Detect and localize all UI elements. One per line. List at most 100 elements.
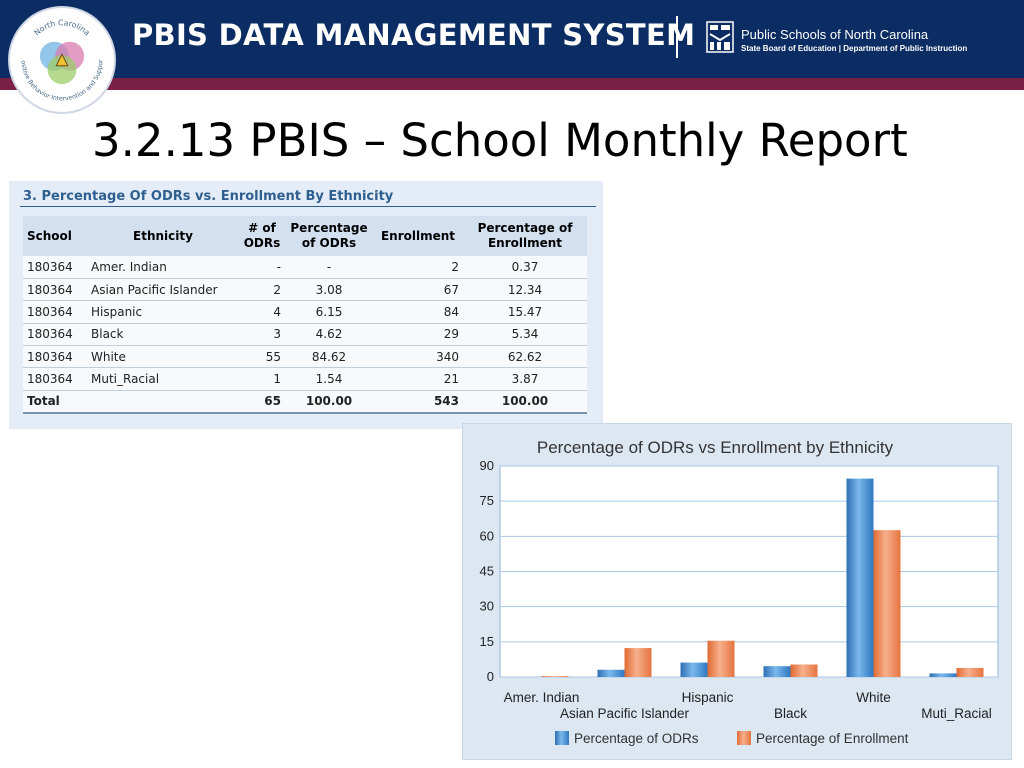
col-header-pct-odrs: Percentage of ODRs xyxy=(285,216,373,256)
col-header-pct-odrs-l2: of ODRs xyxy=(301,236,357,250)
bar xyxy=(680,662,708,677)
header-stripe xyxy=(0,78,1024,90)
legend-swatch xyxy=(555,731,569,745)
cell-school: 180364 xyxy=(23,323,87,347)
report-table: School Ethnicity # of ODRs Percentage of O… xyxy=(23,216,587,414)
cell-school: 180364 xyxy=(23,345,87,369)
col-header-odrs: # of ODRs xyxy=(239,216,285,256)
cell-enrollment: 84 xyxy=(373,300,463,324)
cell-ethnicity: Hispanic xyxy=(87,300,239,324)
chart-title: Percentage of ODRs vs Enrollment by Ethn… xyxy=(537,438,894,457)
cell-pct-odrs: 4.62 xyxy=(285,323,373,347)
ethnicity-bar-chart: Percentage of ODRs vs Enrollment by Ethn… xyxy=(480,438,999,746)
bar xyxy=(846,478,874,677)
cell-ethnicity: White xyxy=(87,345,239,369)
col-header-ethnicity: Ethnicity xyxy=(87,216,239,256)
cell-school: 180364 xyxy=(23,278,87,302)
col-header-enrollment: Enrollment xyxy=(373,216,463,256)
bar xyxy=(873,530,901,677)
x-tick-label: White xyxy=(856,690,891,705)
cell-school: 180364 xyxy=(23,367,87,391)
svg-text:North Carolina: North Carolina xyxy=(32,18,92,37)
report-title-rule xyxy=(20,206,596,207)
cell-odrs: 55 xyxy=(239,345,285,369)
cell-ethnicity: Black xyxy=(87,323,239,347)
header-divider xyxy=(676,16,678,58)
org-subtitle: State Board of Education | Department of… xyxy=(741,44,968,53)
cell-enrollment: 2 xyxy=(373,256,463,279)
col-header-odrs-l1: # of xyxy=(248,221,276,235)
bar xyxy=(541,676,569,677)
cell-total-pct-enrollment: 100.00 xyxy=(463,390,587,414)
cell-total-pct-odrs: 100.00 xyxy=(285,390,373,414)
x-tick-label: Muti_Racial xyxy=(921,706,992,721)
x-tick-label: Hispanic xyxy=(682,690,734,705)
cell-pct-odrs: 3.08 xyxy=(285,278,373,302)
system-title: PBIS DATA MANAGEMENT SYSTEM xyxy=(132,18,696,52)
x-tick-label: Asian Pacific Islander xyxy=(560,706,690,721)
bar xyxy=(597,669,625,677)
cell-pct-enrollment: 0.37 xyxy=(463,256,587,279)
cell-pct-odrs: - xyxy=(285,256,373,279)
table-total-row: Total 65 100.00 543 100.00 xyxy=(23,390,587,414)
pbis-logo: North Carolina Positive Behavior Interve… xyxy=(8,6,116,114)
slide-title: 3.2.13 PBIS – School Monthly Report xyxy=(92,114,908,167)
col-header-pct-enr-l1: Percentage of xyxy=(477,221,573,235)
cell-odrs: 1 xyxy=(239,367,285,391)
cell-school: 180364 xyxy=(23,256,87,279)
cell-enrollment: 29 xyxy=(373,323,463,347)
cell-enrollment: 67 xyxy=(373,278,463,302)
cell-odrs: 4 xyxy=(239,300,285,324)
header-banner: PBIS DATA MANAGEMENT SYSTEM Public Schoo… xyxy=(0,0,1024,78)
cell-odrs: - xyxy=(239,256,285,279)
y-tick-label: 45 xyxy=(480,564,494,579)
cell-pct-enrollment: 15.47 xyxy=(463,300,587,324)
cell-school: 180364 xyxy=(23,300,87,324)
col-header-pct-odrs-l1: Percentage xyxy=(290,221,368,235)
col-header-pct-enrollment: Percentage of Enrollment xyxy=(463,216,587,256)
cell-pct-enrollment: 62.62 xyxy=(463,345,587,369)
bar xyxy=(956,667,984,677)
logo-text-top: North Carolina xyxy=(32,18,92,37)
bar xyxy=(763,666,791,677)
cell-enrollment: 340 xyxy=(373,345,463,369)
table-header-row: School Ethnicity # of ODRs Percentage of O… xyxy=(23,216,587,256)
x-tick-label: Amer. Indian xyxy=(504,690,580,705)
org-name: Public Schools of North Carolina xyxy=(741,27,929,42)
bar xyxy=(624,648,652,677)
cell-pct-enrollment: 5.34 xyxy=(463,323,587,347)
table-row: 180364 White 55 84.62 340 62.62 xyxy=(23,345,587,369)
y-tick-label: 0 xyxy=(487,669,494,684)
col-header-pct-enr-l2: Enrollment xyxy=(487,236,563,250)
cell-ethnicity: Amer. Indian xyxy=(87,256,239,279)
cell-pct-odrs: 1.54 xyxy=(285,367,373,391)
cell-pct-odrs: 6.15 xyxy=(285,300,373,324)
y-tick-label: 60 xyxy=(480,528,494,543)
dpi-building-icon xyxy=(705,20,735,54)
table-row: 180364 Asian Pacific Islander 2 3.08 67 … xyxy=(23,278,587,302)
cell-total-label: Total xyxy=(23,390,87,414)
chart-panel: Percentage of ODRs vs Enrollment by Ethn… xyxy=(462,423,1012,760)
cell-enrollment: 21 xyxy=(373,367,463,391)
report-panel: 3. Percentage Of ODRs vs. Enrollment By … xyxy=(9,181,603,429)
cell-total-enrollment: 543 xyxy=(373,390,463,414)
bar xyxy=(707,640,735,677)
cell-ethnicity: Asian Pacific Islander xyxy=(87,278,239,302)
table-row: 180364 Black 3 4.62 29 5.34 xyxy=(23,323,587,347)
cell-odrs: 3 xyxy=(239,323,285,347)
cell-pct-enrollment: 12.34 xyxy=(463,278,587,302)
report-title: 3. Percentage Of ODRs vs. Enrollment By … xyxy=(23,189,394,204)
legend-label: Percentage of ODRs xyxy=(574,731,699,746)
col-header-odrs-l2: ODRs xyxy=(243,236,281,250)
cell-ethnicity: Muti_Racial xyxy=(87,367,239,391)
y-tick-label: 15 xyxy=(480,634,494,649)
cell-odrs: 2 xyxy=(239,278,285,302)
y-tick-label: 75 xyxy=(480,493,494,508)
y-tick-label: 90 xyxy=(480,458,494,473)
cell-pct-odrs: 84.62 xyxy=(285,345,373,369)
bar xyxy=(929,673,957,677)
table-row: 180364 Muti_Racial 1 1.54 21 3.87 xyxy=(23,367,587,391)
y-tick-label: 30 xyxy=(480,599,494,614)
cell-pct-enrollment: 3.87 xyxy=(463,367,587,391)
bar xyxy=(790,664,818,677)
